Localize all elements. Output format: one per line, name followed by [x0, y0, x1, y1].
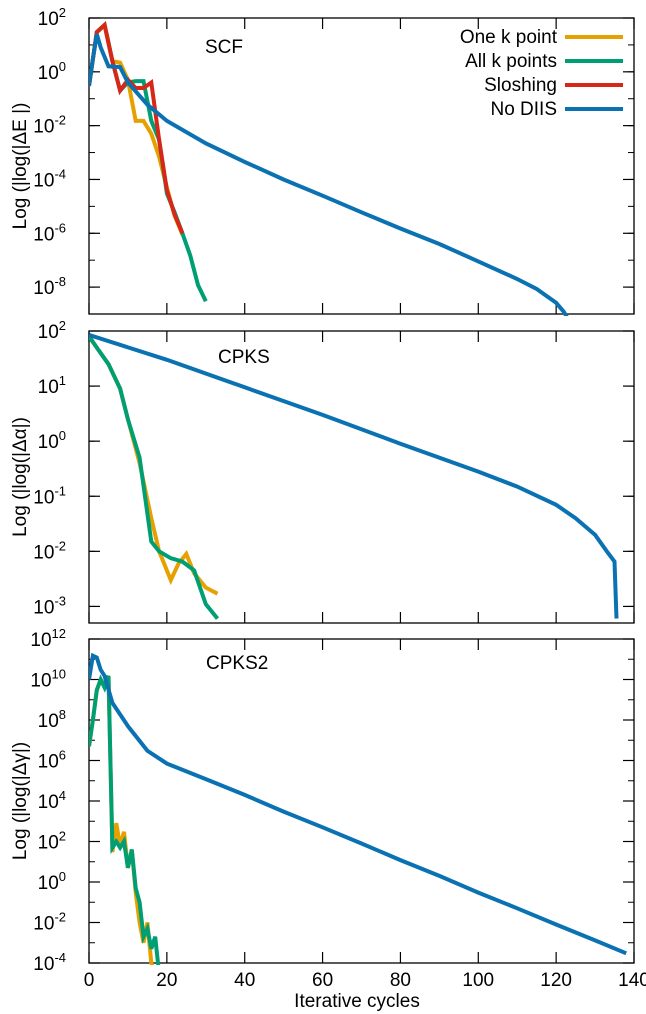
x-axis-label: Iterative cycles: [294, 991, 420, 1012]
y-tick-label: 10-2: [33, 538, 66, 563]
y-tick-exponent: 6: [59, 748, 66, 763]
y-tick-exponent: -1: [54, 483, 66, 498]
y-tick-label: 100: [38, 59, 66, 84]
x-tick-label: 40: [234, 970, 255, 991]
legend-label: No DIIS: [490, 99, 557, 120]
y-tick-label: 1012: [30, 626, 66, 651]
legend: One k point All k points Sloshing No DIIS: [460, 27, 623, 120]
series-line-one-k: [89, 335, 219, 596]
y-tick-label: 102: [38, 829, 66, 854]
y-tick-exponent: 0: [59, 59, 66, 74]
legend-label: Sloshing: [484, 75, 557, 96]
y-tick-label: 10-3: [33, 593, 66, 618]
series-line-no-diis: [89, 332, 619, 619]
plot-frame: [88, 330, 635, 624]
x-tick-label: 60: [312, 970, 333, 991]
plot-frame: [88, 638, 635, 964]
y-tick-label: 102: [38, 5, 66, 30]
panel-cpks2: 1012101010810610410210010-210-4CPKS2Log …: [10, 626, 635, 975]
legend-label: All k points: [465, 51, 557, 72]
y-tick-exponent: 2: [59, 318, 66, 333]
series-group: [89, 332, 619, 620]
series-line-all-k: [89, 335, 220, 620]
series-group: [89, 652, 627, 965]
x-axis: 0 20 40 60 80 100 120 140: [84, 970, 646, 991]
y-tick-exponent: -2: [54, 113, 66, 128]
y-tick-label: 102: [38, 318, 66, 343]
y-tick-label: 100: [38, 869, 66, 894]
legend-label: One k point: [460, 27, 558, 48]
panel-title-cpks: CPKS: [218, 347, 270, 368]
y-tick-exponent: 0: [59, 428, 66, 443]
x-tick-label: 120: [540, 970, 572, 991]
panel-title-cpks2: CPKS2: [206, 653, 268, 674]
y-tick-exponent: 10: [52, 667, 66, 682]
y-tick-label: 106: [38, 748, 66, 773]
y-tick-exponent: 2: [59, 829, 66, 844]
series-line-all-k: [89, 674, 161, 965]
y-tick-label: 10-4: [33, 950, 66, 975]
y-minor-ticks: [89, 330, 634, 607]
y-tick-label: 10-1: [33, 483, 66, 508]
y-tick-exponent: 4: [59, 788, 66, 803]
plot-frame: [88, 17, 635, 315]
y-tick-exponent: -4: [54, 166, 66, 181]
series-line-no-diis: [89, 652, 627, 956]
x-tick-label: 80: [390, 970, 411, 991]
y-tick-exponent: 0: [59, 869, 66, 884]
series-group: [89, 21, 569, 316]
y-tick-label: 100: [38, 428, 66, 453]
x-tick-label: 140: [618, 970, 646, 991]
y-tick-label: 108: [38, 707, 66, 732]
y-tick-label: 10-4: [33, 166, 66, 191]
y-tick-exponent: -2: [54, 910, 66, 925]
series-line-no-diis: [89, 33, 569, 316]
y-axis-label-scf: Log (|log(|ΔE |): [10, 103, 31, 230]
y-tick-label: 10-8: [33, 274, 66, 299]
y-tick-label: 10-6: [33, 220, 66, 245]
y-tick-exponent: -4: [54, 950, 66, 965]
y-tick-exponent: 1: [59, 373, 66, 388]
series-line-sloshing: [89, 21, 185, 235]
y-tick-label: 10-2: [33, 113, 66, 138]
y-tick-exponent: -3: [54, 593, 66, 608]
x-tick-label: 0: [84, 970, 95, 991]
x-tick-label: 100: [462, 970, 494, 991]
y-axis-label-cpks2: Log (|log(|Δγ|): [10, 742, 31, 860]
y-tick-label: 10-2: [33, 910, 66, 935]
y-tick-exponent: 12: [52, 626, 66, 641]
y-tick-exponent: 8: [59, 707, 66, 722]
y-tick-exponent: -6: [54, 220, 66, 235]
y-tick-exponent: 2: [59, 5, 66, 20]
y-minor-ticks: [89, 638, 634, 964]
y-tick-label: 1010: [30, 667, 66, 692]
y-axis-label-cpks: Log (|log(|Δα|): [10, 417, 31, 537]
y-tick-label: 104: [38, 788, 66, 813]
y-tick-exponent: -8: [54, 274, 66, 289]
panel-title-scf: SCF: [205, 37, 243, 58]
y-tick-label: 101: [38, 373, 66, 398]
y-tick-exponent: -2: [54, 538, 66, 553]
x-tick-label: 20: [156, 970, 177, 991]
